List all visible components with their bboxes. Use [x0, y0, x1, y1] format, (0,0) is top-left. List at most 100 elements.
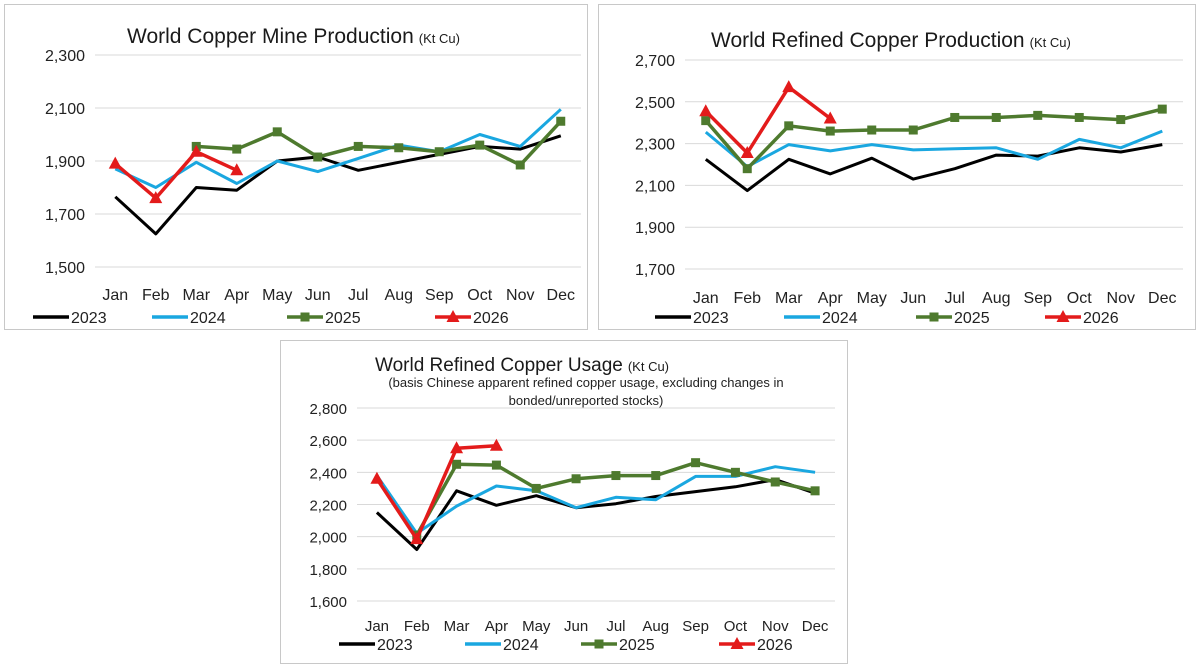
chart-title: World Copper Mine Production (Kt Cu) [127, 25, 460, 48]
chart-mine-production: World Copper Mine Production (Kt Cu) 1,500… [33, 25, 581, 327]
chart-title: World Refined Copper Usage (Kt Cu) [375, 355, 669, 376]
chart-subtitle-line: bonded/unreported stocks) [509, 393, 664, 408]
x-tick-label: Jun [900, 290, 926, 307]
x-tick-label: Apr [485, 618, 508, 635]
y-tick-label: 1,800 [309, 562, 347, 579]
data-point-square-2025 [810, 486, 820, 496]
y-tick-label: 2,500 [635, 95, 675, 112]
series-line-2023 [704, 143, 1163, 193]
data-point-square-2025 [691, 458, 701, 468]
legend-label: 2024 [822, 310, 858, 327]
legend-label: 2023 [377, 637, 413, 654]
data-point-square-2025 [313, 152, 323, 162]
data-point-square-2025 [556, 116, 566, 126]
legend-label: 2023 [71, 310, 107, 327]
data-point-square-2025 [1116, 115, 1126, 125]
chart-title-unit: (Kt Cu) [628, 359, 669, 374]
x-tick-label: Oct [467, 287, 492, 304]
legend-label: 2026 [473, 310, 509, 327]
x-tick-label: Apr [818, 290, 844, 307]
chart-subtitle-line: (basis Chinese apparent refined copper u… [388, 375, 783, 390]
x-tick-label: Aug [385, 287, 413, 304]
data-point-square-2025 [742, 164, 752, 174]
data-point-square-2025 [491, 460, 501, 470]
legend-label: 2024 [503, 637, 539, 654]
x-tick-label: Feb [733, 290, 761, 307]
legend-marker-triangle [730, 637, 744, 649]
legend-marker-square [929, 312, 939, 322]
series-line-2025 [196, 120, 563, 167]
data-point-square-2025 [730, 467, 740, 477]
x-tick-label: Dec [547, 287, 575, 304]
x-tick-label: May [262, 287, 292, 304]
y-tick-label: 2,000 [309, 530, 347, 547]
x-tick-label: Oct [1067, 290, 1092, 307]
data-point-square-2025 [950, 112, 960, 122]
x-tick-label: Nov [506, 287, 534, 304]
x-tick-label: Nov [1107, 290, 1135, 307]
y-tick-label: 1,600 [309, 594, 347, 611]
data-point-triangle-2026 [189, 144, 203, 157]
x-tick-label: Jan [102, 287, 128, 304]
y-tick-label: 2,400 [309, 465, 347, 482]
data-point-triangle-2026 [823, 111, 837, 124]
legend-label: 2026 [1083, 310, 1119, 327]
data-point-triangle-2026 [489, 438, 503, 451]
x-tick-label: Sep [682, 618, 709, 635]
series-line-2023 [375, 478, 816, 551]
data-point-square-2025 [991, 112, 1001, 122]
y-tick-label: 1,900 [45, 154, 85, 171]
series-line-2026 [114, 149, 238, 200]
data-point-triangle-2026 [699, 104, 713, 117]
x-tick-label: Mar [444, 618, 470, 635]
chart-title-unit: (Kt Cu) [1030, 35, 1071, 50]
legend-label: 2025 [619, 637, 655, 654]
y-tick-label: 2,300 [635, 137, 675, 154]
legend-label: 2024 [190, 310, 226, 327]
x-tick-label: Nov [762, 618, 789, 635]
data-point-square-2025 [1157, 104, 1167, 114]
data-point-square-2025 [611, 471, 621, 481]
x-tick-label: Mar [182, 287, 210, 304]
series-line-2024 [704, 129, 1163, 169]
legend-marker-triangle [1056, 310, 1070, 322]
data-point-square-2025 [272, 127, 282, 137]
data-point-triangle-2026 [230, 163, 244, 176]
legend-label: 2025 [325, 310, 361, 327]
x-tick-label: Feb [142, 287, 170, 304]
x-tick-label: Jul [348, 287, 368, 304]
x-tick-label: Jun [305, 287, 331, 304]
legend-marker-triangle [446, 310, 460, 322]
y-tick-label: 1,500 [45, 260, 85, 277]
x-tick-label: Apr [224, 287, 250, 304]
data-point-square-2025 [434, 147, 444, 157]
x-tick-label: Sep [425, 287, 454, 304]
chart-refined-production: World Refined Copper Production (Kt Cu) 1,… [635, 29, 1183, 327]
chart-refined-usage: World Refined Copper Usage (Kt Cu)(basis … [309, 355, 835, 654]
x-tick-label: Feb [404, 618, 430, 635]
data-point-square-2025 [531, 483, 541, 493]
series-line-2026 [375, 444, 497, 541]
x-tick-label: Sep [1024, 290, 1053, 307]
x-tick-label: Jun [564, 618, 588, 635]
chart-panel-refined-usage: World Refined Copper Usage (Kt Cu) (basis … [280, 340, 848, 664]
y-tick-label: 1,700 [45, 207, 85, 224]
y-tick-label: 1,700 [635, 262, 675, 279]
y-tick-label: 2,200 [309, 498, 347, 515]
legend-label: 2023 [693, 310, 729, 327]
data-point-square-2025 [394, 143, 404, 153]
x-tick-label: Oct [724, 618, 748, 635]
legend-marker-square [300, 312, 310, 322]
x-tick-label: Jul [606, 618, 625, 635]
chart-title: World Refined Copper Production (Kt Cu) [711, 29, 1071, 52]
x-tick-label: Jan [365, 618, 389, 635]
x-tick-label: Dec [1148, 290, 1176, 307]
chart-panel-mine-production: World Copper Mine Production (Kt Cu) 1,500… [4, 4, 588, 330]
series-line-2024 [114, 108, 562, 189]
y-tick-label: 2,100 [635, 178, 675, 195]
chart-title-unit: (Kt Cu) [419, 31, 460, 46]
y-tick-label: 2,700 [635, 53, 675, 70]
data-point-square-2025 [515, 160, 525, 170]
series-line-2025 [704, 107, 1163, 171]
data-point-square-2025 [867, 125, 877, 135]
